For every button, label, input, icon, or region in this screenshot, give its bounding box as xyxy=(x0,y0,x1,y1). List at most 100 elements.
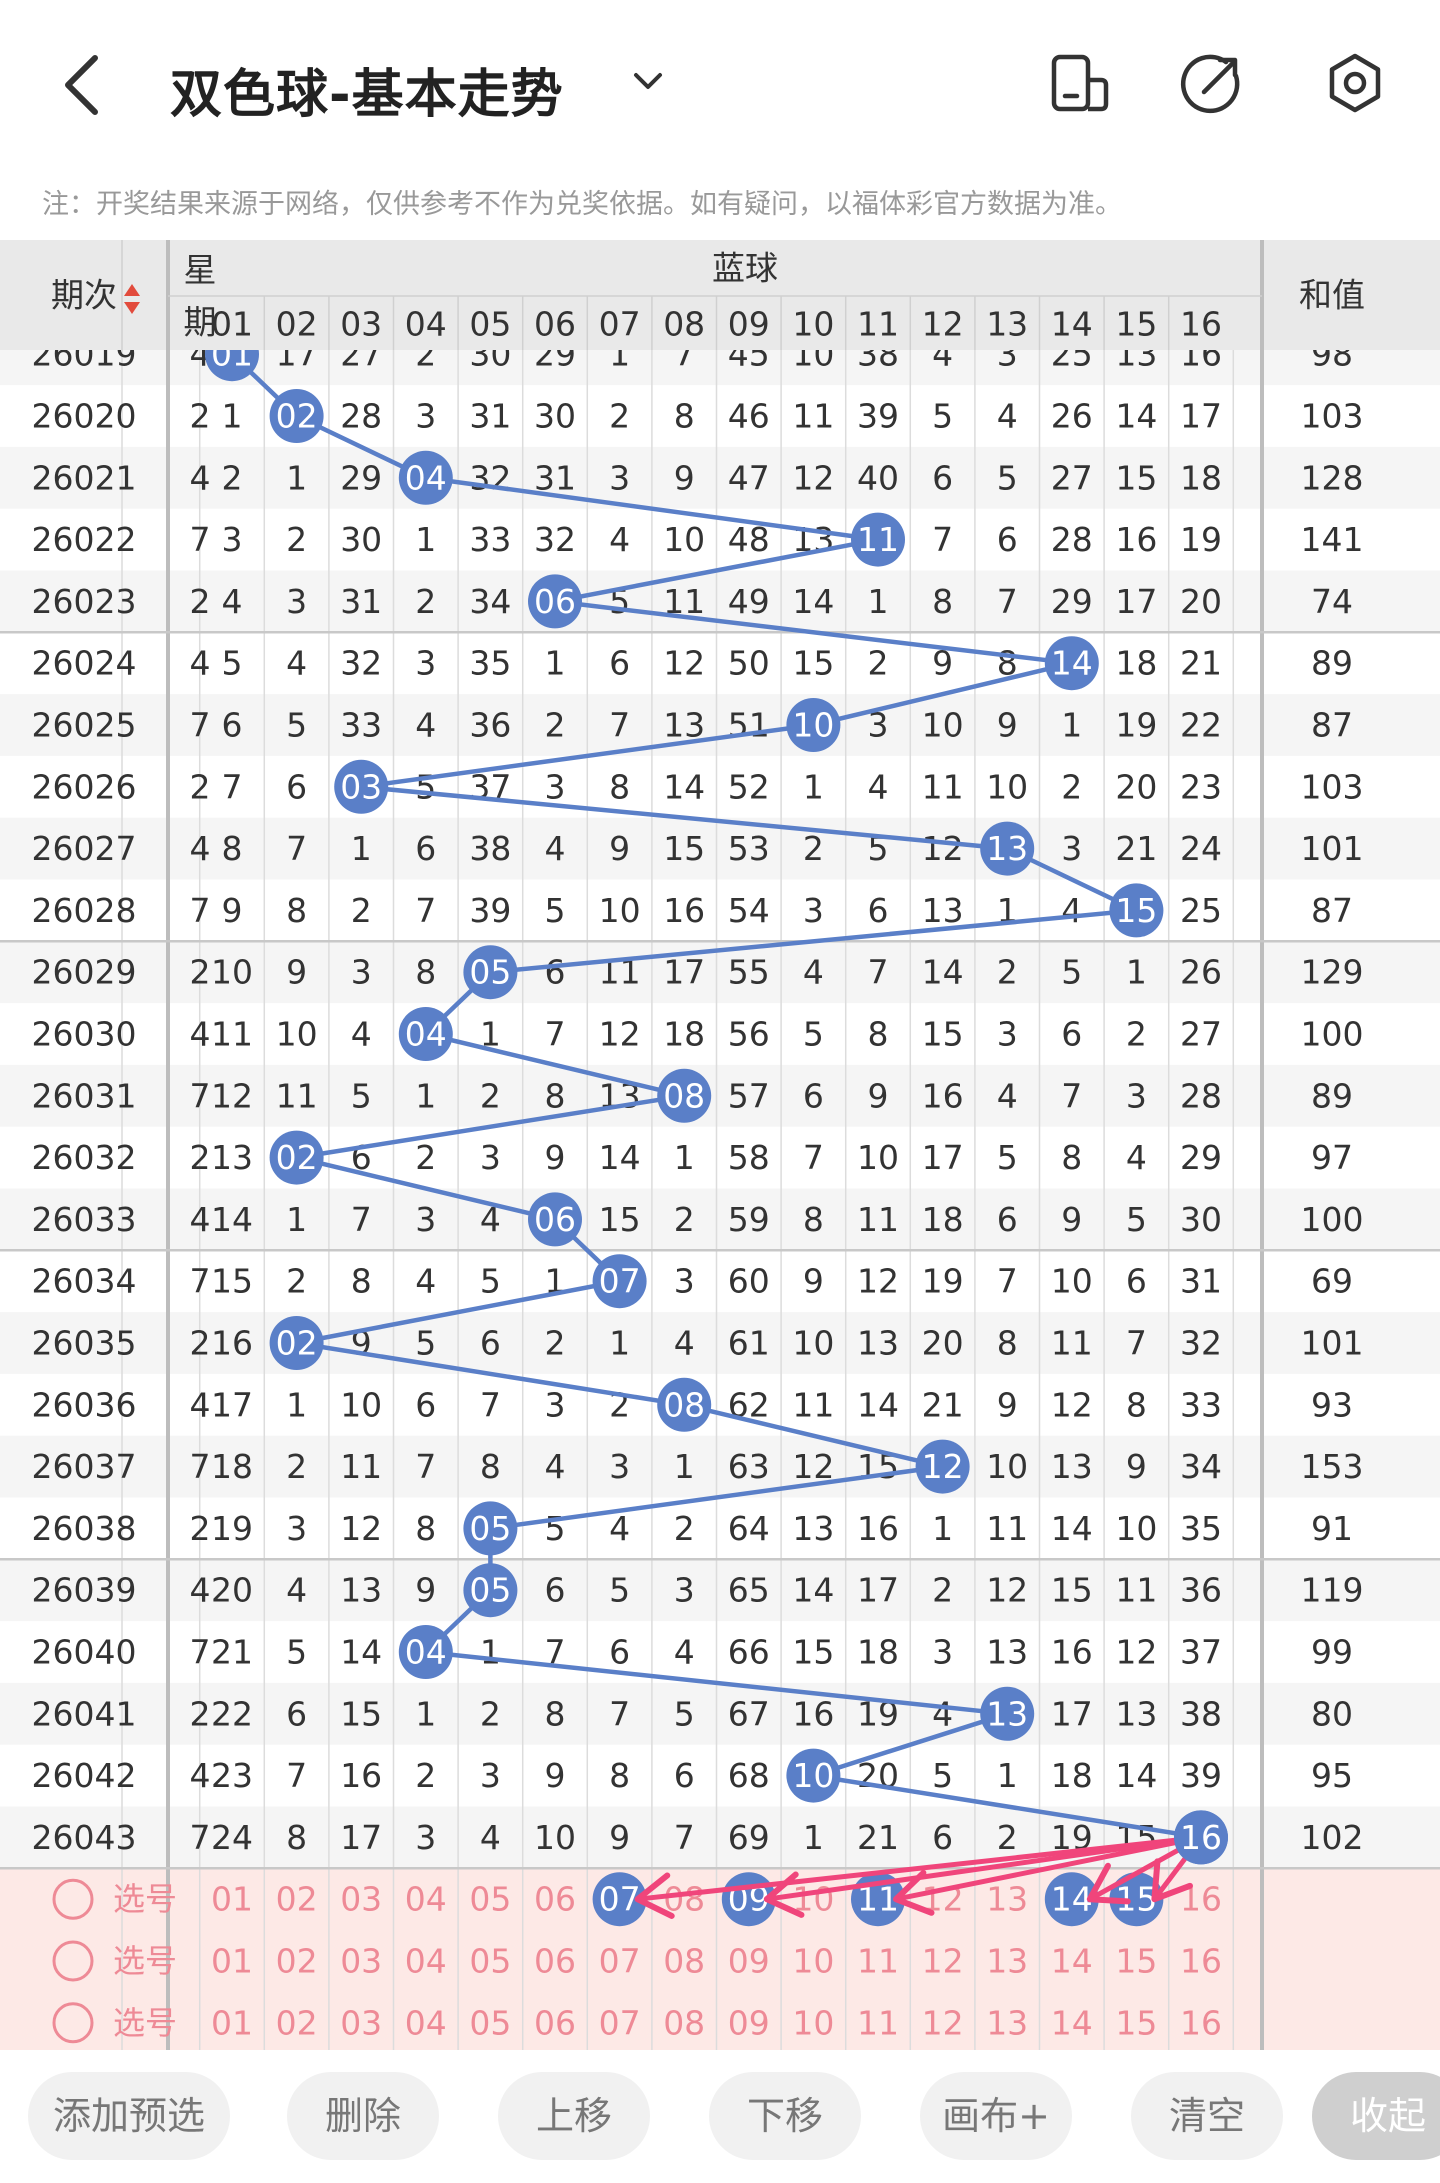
select-number[interactable]: 07 xyxy=(599,1942,641,1981)
layout-phone-icon[interactable] xyxy=(1045,48,1115,118)
hit-ball xyxy=(528,574,582,629)
select-number[interactable]: 14 xyxy=(1051,2003,1093,2042)
select-number[interactable]: 08 xyxy=(663,2003,705,2042)
select-number[interactable]: 09 xyxy=(728,1942,770,1981)
select-number[interactable]: 12 xyxy=(922,1942,964,1981)
select-number[interactable]: 05 xyxy=(469,1880,511,1919)
number-cell: 2 xyxy=(480,1076,501,1115)
number-cell: 6 xyxy=(609,644,630,683)
number-cell: 17 xyxy=(1180,397,1222,436)
number-cell: 60 xyxy=(728,1262,770,1301)
select-number[interactable]: 02 xyxy=(276,2003,318,2042)
select-number[interactable]: 03 xyxy=(340,1880,382,1919)
select-number[interactable]: 05 xyxy=(469,1942,511,1981)
select-number[interactable]: 05 xyxy=(469,2003,511,2042)
radio-icon[interactable] xyxy=(52,1878,94,1920)
select-number[interactable]: 06 xyxy=(534,2003,576,2042)
page-title[interactable]: 双色球-基本走势 xyxy=(170,65,564,125)
selected-ball-label: 07 xyxy=(599,1880,641,1919)
number-cell: 8 xyxy=(415,1509,436,1548)
select-number[interactable]: 15 xyxy=(1115,2003,1157,2042)
hit-ball-label: 13 xyxy=(986,829,1028,868)
number-cell: 9 xyxy=(545,1138,566,1177)
add-preselect-button[interactable]: 添加预选 xyxy=(28,2072,230,2160)
number-cell: 23 xyxy=(211,1756,253,1795)
select-number[interactable]: 10 xyxy=(792,2003,834,2042)
number-cell: 29 xyxy=(1180,1138,1222,1177)
week-cell: 7 xyxy=(190,1262,211,1301)
hit-ball xyxy=(1109,883,1164,938)
select-number[interactable]: 08 xyxy=(663,1942,705,1981)
number-cell: 31 xyxy=(534,458,576,497)
select-number[interactable]: 13 xyxy=(986,1880,1028,1919)
select-number[interactable]: 01 xyxy=(211,1942,253,1981)
number-cell: 14 xyxy=(599,1138,641,1177)
select-number[interactable]: 06 xyxy=(534,1942,576,1981)
select-number[interactable]: 11 xyxy=(857,2003,899,2042)
number-cell: 12 xyxy=(792,458,834,497)
number-cell: 63 xyxy=(728,1447,770,1486)
back-arrow-icon[interactable] xyxy=(50,40,120,130)
select-number[interactable]: 16 xyxy=(1180,2003,1222,2042)
period-cell: 26036 xyxy=(32,1385,137,1424)
number-cell: 59 xyxy=(728,1200,770,1239)
select-number[interactable]: 07 xyxy=(599,2003,641,2042)
move-down-button[interactable]: 下移 xyxy=(709,2072,861,2160)
share-arrow-icon[interactable] xyxy=(1178,48,1248,118)
number-cell: 9 xyxy=(286,953,307,992)
number-cell: 11 xyxy=(1051,1324,1093,1363)
select-number[interactable]: 01 xyxy=(211,1880,253,1919)
selected-ball[interactable] xyxy=(592,1872,647,1927)
select-number[interactable]: 15 xyxy=(1115,1942,1157,1981)
number-cell: 3 xyxy=(1061,829,1082,868)
select-number[interactable]: 03 xyxy=(340,2003,382,2042)
select-number[interactable]: 10 xyxy=(792,1942,834,1981)
select-number[interactable]: 11 xyxy=(857,1942,899,1981)
select-number[interactable]: 16 xyxy=(1180,1942,1222,1981)
selected-ball[interactable] xyxy=(1109,1872,1164,1927)
number-cell: 29 xyxy=(1051,582,1093,621)
period-cell: 26034 xyxy=(32,1262,137,1301)
number-cell: 7 xyxy=(997,1262,1018,1301)
hit-ball-label: 04 xyxy=(405,1015,447,1054)
canvas-plus-button[interactable]: 画布+ xyxy=(920,2072,1072,2160)
number-cell: 13 xyxy=(857,1324,899,1363)
select-number[interactable]: 03 xyxy=(340,1942,382,1981)
select-number[interactable]: 02 xyxy=(276,1942,318,1981)
chevron-down-icon[interactable] xyxy=(628,62,668,102)
number-cell: 5 xyxy=(932,1756,953,1795)
select-number[interactable]: 04 xyxy=(405,1880,447,1919)
number-cell: 1 xyxy=(415,1694,436,1733)
move-up-button[interactable]: 上移 xyxy=(498,2072,650,2160)
row-stripe xyxy=(0,446,1440,509)
delete-button[interactable]: 删除 xyxy=(287,2072,439,2160)
select-number[interactable]: 06 xyxy=(534,1880,576,1919)
number-cell: 4 xyxy=(222,582,243,621)
number-cell: 68 xyxy=(728,1756,770,1795)
number-cell: 32 xyxy=(340,644,382,683)
collapse-button[interactable]: 收起 xyxy=(1312,2072,1440,2160)
number-cell: 5 xyxy=(997,1138,1018,1177)
select-number[interactable]: 13 xyxy=(986,2003,1028,2042)
radio-icon[interactable] xyxy=(52,2002,94,2044)
select-number[interactable]: 14 xyxy=(1051,1942,1093,1981)
number-cell: 20 xyxy=(922,1324,964,1363)
number-cell: 16 xyxy=(663,891,705,930)
select-number[interactable]: 04 xyxy=(405,1942,447,1981)
number-cell: 2 xyxy=(545,1324,566,1363)
number-cell: 11 xyxy=(922,767,964,806)
number-cell: 32 xyxy=(469,458,511,497)
number-cell: 65 xyxy=(728,1571,770,1610)
select-number[interactable]: 02 xyxy=(276,1880,318,1919)
hit-ball xyxy=(398,1007,453,1061)
select-number[interactable]: 12 xyxy=(922,2003,964,2042)
select-number[interactable]: 04 xyxy=(405,2003,447,2042)
settings-hexagon-icon[interactable] xyxy=(1320,48,1390,118)
selected-ball[interactable] xyxy=(1044,1872,1099,1927)
number-cell: 14 xyxy=(340,1633,382,1672)
select-number[interactable]: 01 xyxy=(211,2003,253,2042)
clear-button[interactable]: 清空 xyxy=(1131,2072,1283,2160)
select-number[interactable]: 13 xyxy=(986,1942,1028,1981)
select-number[interactable]: 09 xyxy=(728,2003,770,2042)
radio-icon[interactable] xyxy=(52,1940,94,1982)
